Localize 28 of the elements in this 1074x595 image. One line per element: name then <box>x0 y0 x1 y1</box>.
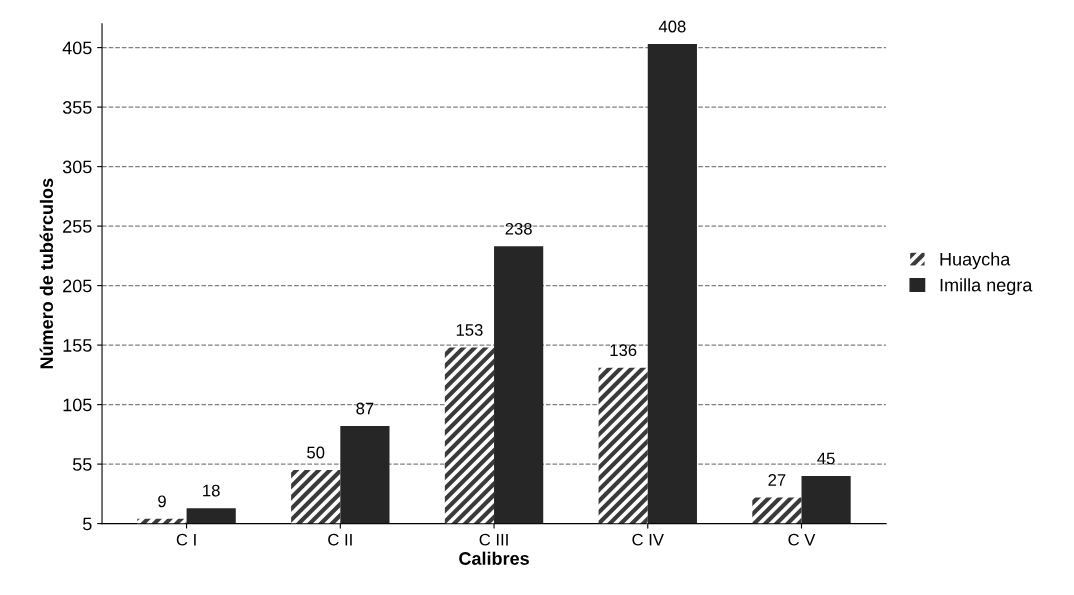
y-tick-label: 205 <box>63 279 92 293</box>
x-tick-label: C IV <box>632 533 664 546</box>
x-axis-title: Calibres <box>459 551 529 565</box>
y-tick-label: 5 <box>82 517 92 531</box>
data-label: 238 <box>505 222 532 235</box>
y-tick-label: 405 <box>62 41 92 55</box>
legend-label: Huaycha <box>940 252 1011 270</box>
data-label: 136 <box>610 344 637 357</box>
data-label: 9 <box>158 495 166 508</box>
data-label: 408 <box>658 20 686 33</box>
data-label: 87 <box>356 402 374 415</box>
data-label: 50 <box>307 446 325 459</box>
y-tick-label: 355 <box>62 101 92 114</box>
y-tick-label: 305 <box>62 160 92 174</box>
x-tick-label: C II <box>328 533 352 546</box>
data-label: 18 <box>203 484 220 497</box>
y-tick-label: 255 <box>63 220 92 233</box>
y-tick-label: 105 <box>63 398 92 412</box>
legend-label: Imilla negra <box>940 278 1033 296</box>
y-tick-label: 55 <box>72 458 92 471</box>
data-label: 27 <box>768 473 786 486</box>
x-tick-label: C V <box>788 533 816 546</box>
y-axis-title: Número de tubérculos <box>39 178 54 369</box>
data-label: 45 <box>817 452 835 465</box>
x-tick-label: C III <box>479 533 508 546</box>
x-tick-label: C I <box>176 533 196 546</box>
y-tick-label: 155 <box>63 339 92 352</box>
data-label: 153 <box>456 324 483 336</box>
